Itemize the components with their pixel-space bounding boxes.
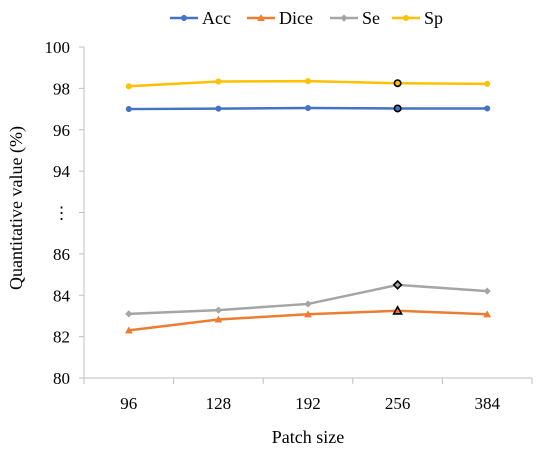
data-point xyxy=(215,78,222,85)
y-tick-label: 98 xyxy=(53,79,70,98)
x-tick-label: 256 xyxy=(385,394,411,413)
data-point xyxy=(215,105,222,112)
data-point-highlighted xyxy=(392,305,403,315)
x-tick-label: 192 xyxy=(295,394,321,413)
data-point xyxy=(304,78,312,85)
legend: Acc Dice Se Sp xyxy=(170,8,443,28)
y-tick-label: 86 xyxy=(53,245,70,264)
legend-item-se: Se xyxy=(330,8,380,28)
data-point xyxy=(483,287,491,295)
data-point xyxy=(214,306,223,314)
x-tick-label: 128 xyxy=(206,394,232,413)
data-point xyxy=(483,310,492,318)
legend-marker xyxy=(257,13,265,22)
data-point xyxy=(484,105,491,112)
legend-item-sp: Sp xyxy=(392,8,443,28)
x-tick-label: 96 xyxy=(120,394,137,413)
x-axis: 96 128 192 256 384 xyxy=(83,377,533,413)
y-tick-label: 82 xyxy=(53,328,70,347)
y-tick-label: 80 xyxy=(53,369,70,388)
legend-item-dice: Dice xyxy=(247,8,313,28)
data-point xyxy=(125,310,133,318)
y-axis-title: Quantitative value (%) xyxy=(6,126,27,290)
data-point xyxy=(304,300,312,308)
series-se xyxy=(125,279,491,318)
y-tick-label: 100 xyxy=(45,38,71,57)
legend-label: Dice xyxy=(279,8,313,28)
data-point xyxy=(125,83,132,90)
data-point xyxy=(214,315,223,323)
legend-marker xyxy=(402,14,410,22)
legend-marker xyxy=(180,14,188,22)
y-tick-label: ⋮ xyxy=(53,204,70,223)
series-sp xyxy=(125,78,491,90)
series-acc xyxy=(125,104,491,113)
y-axis: 80 82 84 86 ⋮ 94 96 98 100 xyxy=(45,38,85,388)
data-point xyxy=(484,80,491,87)
y-tick-label: 96 xyxy=(53,121,70,140)
series-line-se xyxy=(127,283,489,316)
x-tick-label: 384 xyxy=(474,394,500,413)
data-point xyxy=(124,326,133,334)
data-point xyxy=(304,104,312,112)
data-point xyxy=(125,106,132,113)
y-tick-label: 94 xyxy=(53,162,71,181)
data-point-highlighted xyxy=(392,279,403,290)
data-point-highlighted xyxy=(393,104,402,113)
legend-label: Sp xyxy=(424,8,443,28)
x-axis-title: Patch size xyxy=(272,427,344,447)
legend-marker xyxy=(340,14,348,22)
legend-label: Se xyxy=(362,8,380,28)
series-dice xyxy=(124,305,492,334)
legend-label: Acc xyxy=(202,8,231,28)
y-tick-label: 84 xyxy=(53,286,71,305)
data-point xyxy=(304,310,312,318)
data-point-highlighted xyxy=(393,79,402,88)
legend-item-acc: Acc xyxy=(170,8,231,28)
series-group xyxy=(124,78,492,334)
